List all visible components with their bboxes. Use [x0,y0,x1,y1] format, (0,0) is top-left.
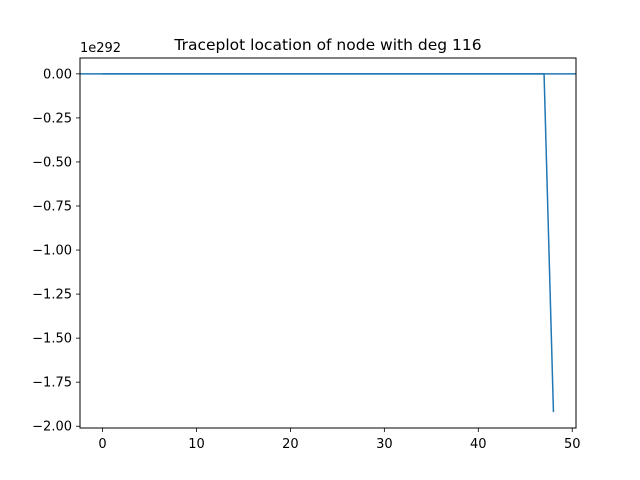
chart-title: Traceplot location of node with deg 116 [173,36,481,54]
x-tick-label: 10 [188,437,205,452]
x-axis-ticks: 0 10 20 30 40 50 [98,428,581,452]
y-tick-label: −0.50 [32,155,72,170]
x-tick-label: 40 [470,437,487,452]
axes-frame [79,57,577,429]
y-tick-label: −1.50 [32,332,72,347]
y-tick-label: −2.00 [32,420,72,435]
series-line-0 [102,73,555,413]
x-tick-label: 20 [282,437,299,452]
y-tick-label: −1.75 [32,376,72,391]
y-tick-label: −0.75 [32,200,72,215]
y-tick-label: −1.25 [32,288,72,303]
y-tick-label: 0.00 [43,67,72,82]
y-tick-label: −0.25 [32,111,72,126]
y-axis-ticks: 0.00 −0.25 −0.50 −0.75 −1.00 −1.25 −1.50 −1.75 −… [32,67,80,435]
y-tick-label: −1.00 [32,244,72,259]
x-tick-label: 30 [376,437,393,452]
plot-area [80,73,576,413]
y-axis-offset-text: 1e292 [80,41,121,56]
x-tick-label: 0 [98,437,106,452]
x-tick-label: 50 [564,437,581,452]
